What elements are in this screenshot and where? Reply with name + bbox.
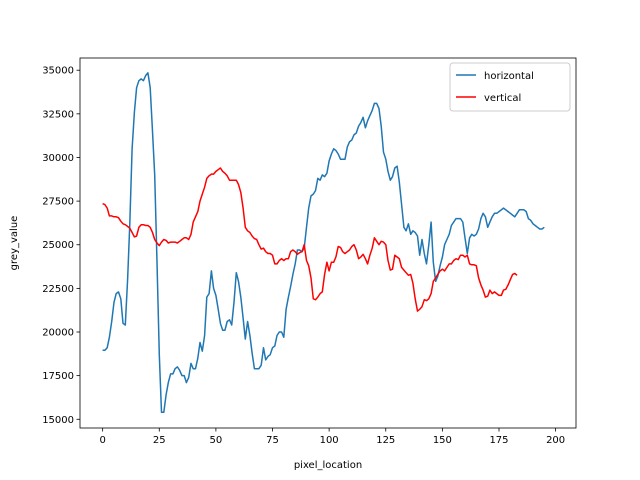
y-tick-label: 25000 <box>42 240 74 251</box>
y-tick-label: 35000 <box>42 66 74 77</box>
legend-label-vertical: vertical <box>484 93 521 104</box>
legend-box <box>449 62 571 112</box>
x-tick-label: 50 <box>210 435 223 446</box>
y-tick-label: 15000 <box>42 415 74 426</box>
y-tick-label: 20000 <box>42 328 74 339</box>
y-axis-ticks: 15000 17500 20000 22500 25000 27500 30000 32500… <box>42 66 80 426</box>
legend-label-horizontal: horizontal <box>484 71 534 82</box>
plot-lines <box>102 72 545 414</box>
y-tick-label: 17500 <box>42 371 74 382</box>
y-tick-label: 32500 <box>42 109 74 120</box>
legend: horizontal vertical <box>449 62 571 112</box>
y-tick-label: 22500 <box>42 284 74 295</box>
x-axis-label: pixel_location <box>294 460 362 471</box>
series-line-vertical <box>102 167 518 312</box>
y-axis-label: grey_value <box>9 216 20 271</box>
x-tick-label: 75 <box>266 435 279 446</box>
series-line-horizontal <box>102 72 545 414</box>
y-tick-label: 27500 <box>42 197 74 208</box>
x-axis-ticks: 0 25 50 75 100 125 150 175 200 <box>99 428 565 446</box>
x-tick-label: 150 <box>433 435 452 446</box>
x-tick-label: 200 <box>546 435 565 446</box>
x-tick-label: 125 <box>376 435 395 446</box>
x-tick-label: 175 <box>489 435 508 446</box>
y-tick-label: 30000 <box>42 153 74 164</box>
axes-frame <box>79 57 577 429</box>
x-tick-label: 100 <box>320 435 339 446</box>
x-tick-label: 25 <box>153 435 166 446</box>
x-tick-label: 0 <box>99 435 105 446</box>
